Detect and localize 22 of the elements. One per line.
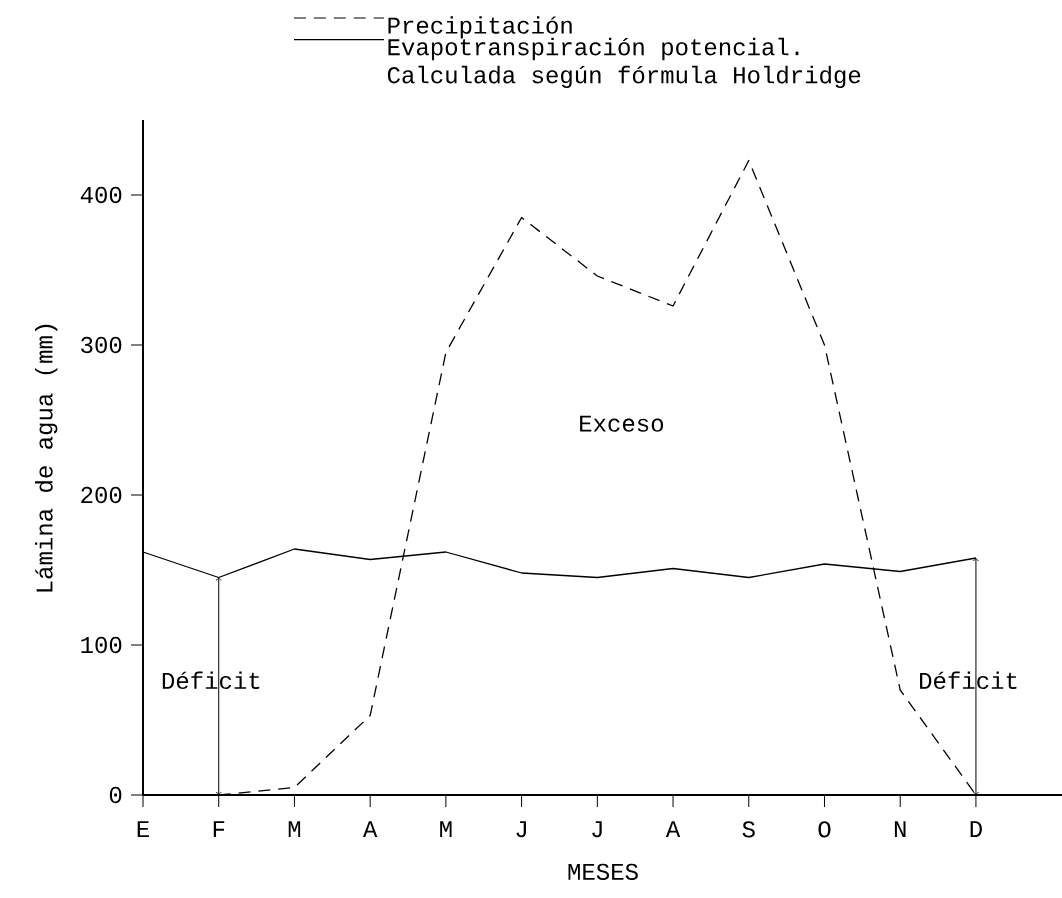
annotation: Exceso	[580, 415, 664, 432]
x-tick-label: M	[440, 821, 452, 838]
x-tick-label: A	[665, 821, 681, 838]
x-tick-label: J	[516, 821, 526, 838]
x-tick-label: J	[592, 821, 602, 838]
y-axis-title: Lámina de agua (mm)	[35, 324, 58, 592]
x-tick-label: O	[818, 821, 831, 838]
x-tick-label: E	[137, 821, 149, 838]
y-tick-label: 400	[80, 186, 122, 204]
y-tick-label: 0	[109, 786, 122, 804]
legend-label: Evapotranspiración potencial. Calculada según fórmula Holdridge	[387, 37, 861, 89]
y-tick-label: 300	[81, 336, 122, 354]
y-tick-label: 200	[81, 486, 122, 504]
legend-label: Precipitación	[388, 16, 572, 39]
x-tick-label: A	[362, 821, 378, 838]
x-tick-label: S	[742, 821, 755, 838]
x-tick-label: F	[213, 821, 225, 838]
x-tick-label: M	[288, 821, 301, 838]
x-tick-label: N	[894, 821, 906, 838]
y-tick-label: 100	[81, 636, 122, 654]
x-tick-label: D	[970, 821, 982, 838]
x-axis-title: MESES	[568, 863, 638, 880]
